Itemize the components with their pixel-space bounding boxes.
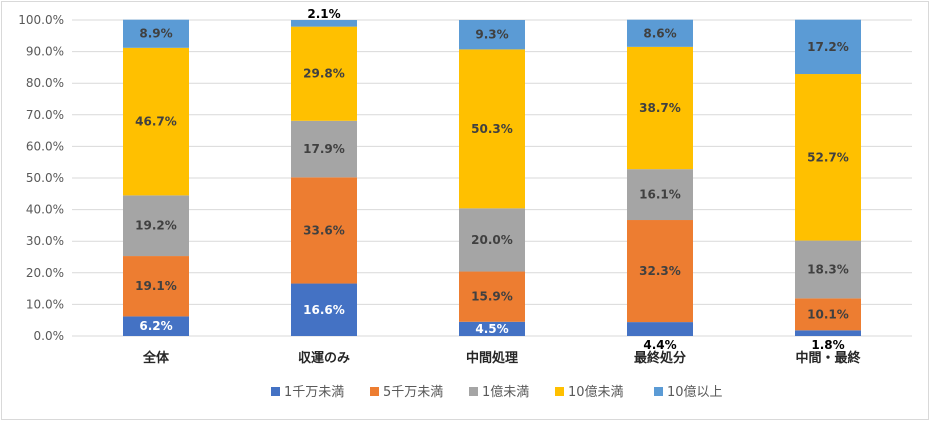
legend-swatch — [555, 387, 564, 396]
bar-segment — [627, 19, 693, 47]
data-label: 1.8% — [811, 338, 844, 352]
data-label: 4.4% — [643, 338, 676, 352]
bar-segment — [627, 169, 693, 221]
bar-segment — [459, 321, 525, 336]
bar-segment — [795, 298, 861, 331]
bar-segment — [795, 74, 861, 241]
bar-segment — [291, 283, 357, 336]
bar-segment — [459, 271, 525, 322]
data-label: 19.1% — [135, 279, 177, 293]
bar-segment — [627, 220, 693, 323]
y-tick-label: 0.0% — [34, 329, 65, 343]
y-tick-label: 70.0% — [26, 108, 64, 122]
bar-segment — [459, 20, 525, 50]
legend-label: 10億未満 — [568, 384, 624, 400]
data-label: 20.0% — [471, 233, 513, 247]
data-label: 18.3% — [807, 262, 849, 276]
data-label: 9.3% — [475, 28, 508, 42]
category-label: 中間処理 — [466, 350, 518, 366]
bar-segment — [627, 46, 693, 170]
bar-segment — [291, 177, 357, 284]
y-tick-label: 80.0% — [26, 76, 64, 90]
legend-swatch — [469, 387, 478, 396]
data-label: 8.6% — [643, 26, 676, 40]
y-tick-label: 30.0% — [26, 234, 64, 248]
data-label: 29.8% — [303, 67, 345, 81]
bar-segment — [291, 20, 357, 27]
data-label: 8.9% — [139, 27, 172, 41]
bar-segment — [795, 240, 861, 299]
legend-swatch — [370, 387, 379, 396]
data-label: 32.3% — [639, 264, 681, 278]
bar-segment — [123, 19, 189, 48]
bar-segment — [795, 330, 861, 336]
data-label: 17.9% — [303, 142, 345, 156]
y-tick-label: 100.0% — [18, 13, 64, 27]
category-label: 収運のみ — [298, 351, 350, 366]
y-tick-label: 90.0% — [26, 45, 64, 59]
y-tick-label: 20.0% — [26, 266, 64, 280]
bar-segment — [627, 322, 693, 336]
data-label: 19.2% — [135, 219, 177, 233]
bar-segment — [459, 208, 525, 272]
data-label: 52.7% — [807, 150, 849, 164]
bar-segment — [123, 256, 189, 317]
data-label: 15.9% — [471, 290, 513, 304]
category-label: 中間・最終 — [795, 350, 861, 366]
data-label: 6.2% — [139, 319, 172, 333]
data-label: 2.1% — [307, 7, 340, 21]
data-label: 33.6% — [303, 223, 345, 237]
y-tick-label: 10.0% — [26, 297, 64, 311]
data-label: 50.3% — [471, 122, 513, 136]
data-label: 38.7% — [639, 101, 681, 115]
bar-segment — [123, 316, 189, 336]
legend-label: 1千万未満 — [284, 385, 344, 400]
y-tick-label: 60.0% — [26, 139, 64, 153]
legend-label: 10億以上 — [667, 384, 723, 400]
legend-swatch — [271, 387, 280, 396]
y-tick-label: 50.0% — [26, 171, 64, 185]
category-label: 全体 — [142, 350, 170, 366]
legend-label: 1億未満 — [482, 384, 529, 400]
bar-segment — [291, 120, 357, 178]
category-label: 最終処分 — [634, 350, 686, 366]
bar-segment — [795, 19, 861, 75]
data-label: 16.1% — [639, 188, 681, 202]
bar-segment — [123, 195, 189, 257]
data-label: 10.1% — [807, 307, 849, 321]
y-tick-label: 40.0% — [26, 203, 64, 217]
data-label: 17.2% — [807, 40, 849, 54]
bar-segment — [291, 26, 357, 121]
data-label: 16.6% — [303, 303, 345, 317]
data-label: 46.7% — [135, 115, 177, 129]
legend-label: 5千万未満 — [383, 385, 443, 400]
bar-segment — [459, 49, 525, 209]
data-label: 4.5% — [475, 322, 508, 336]
bar-segment — [123, 47, 189, 196]
legend-swatch — [654, 387, 663, 396]
